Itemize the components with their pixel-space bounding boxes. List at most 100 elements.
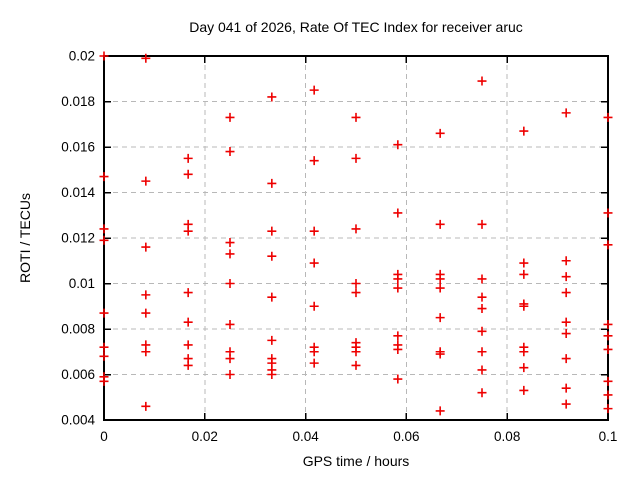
data-point-marker (435, 349, 445, 359)
data-point-marker (267, 335, 277, 345)
data-point-marker (393, 140, 403, 150)
data-point-marker (225, 354, 235, 364)
data-point-marker (519, 385, 529, 395)
chart-title: Day 041 of 2026, Rate Of TEC Index for r… (189, 19, 523, 35)
data-point-marker (519, 363, 529, 373)
data-point-marker (183, 169, 193, 179)
x-tick-label: 0.06 (393, 429, 419, 444)
data-point-marker (393, 283, 403, 293)
y-tick-label: 0.016 (61, 140, 95, 155)
y-tick-label: 0.004 (61, 413, 95, 428)
data-point-marker (603, 344, 613, 354)
data-point-marker (603, 319, 613, 329)
data-point-marker (393, 274, 403, 284)
y-tick-label: 0.01 (69, 276, 95, 291)
data-point-marker (603, 404, 613, 414)
data-point-marker (267, 226, 277, 236)
x-tick-label: 0.08 (494, 429, 520, 444)
data-point-marker (141, 401, 151, 411)
data-point-marker (561, 317, 571, 327)
data-point-marker (435, 128, 445, 138)
data-point-marker (477, 219, 487, 229)
data-point-marker (183, 317, 193, 327)
data-point-marker (519, 347, 529, 357)
data-point-marker (561, 288, 571, 298)
x-tick-label: 0.04 (292, 429, 319, 444)
data-point-marker (351, 288, 361, 298)
data-point-marker (141, 347, 151, 357)
data-point-marker (141, 290, 151, 300)
data-point-marker (99, 376, 109, 386)
data-point-marker (267, 370, 277, 379)
data-point-marker (477, 304, 487, 314)
y-tick-label: 0.008 (61, 322, 95, 337)
data-point-marker (435, 219, 445, 229)
data-point-marker (141, 308, 151, 318)
data-point-marker (393, 208, 403, 218)
y-tick-label: 0.02 (69, 49, 95, 64)
data-point-marker (309, 358, 319, 368)
data-point-marker (561, 329, 571, 339)
data-point-marker (99, 51, 109, 61)
data-point-marker (183, 360, 193, 370)
data-point-marker (309, 85, 319, 95)
data-point-marker (519, 126, 529, 136)
data-points (99, 51, 613, 416)
x-axis-label: GPS time / hours (302, 453, 410, 469)
data-point-marker (225, 249, 235, 259)
data-point-marker (351, 224, 361, 234)
data-point-marker (225, 238, 235, 248)
data-point-marker (603, 112, 613, 122)
data-point-marker (309, 226, 319, 236)
data-point-marker (393, 331, 403, 341)
data-point-marker (477, 292, 487, 302)
y-tick-label: 0.012 (61, 231, 95, 246)
data-point-marker (477, 347, 487, 357)
data-point-marker (309, 156, 319, 166)
data-point-marker (477, 76, 487, 86)
data-point-marker (435, 406, 445, 416)
data-point-marker (519, 258, 529, 268)
data-point-marker (603, 376, 613, 386)
data-point-marker (561, 256, 571, 266)
data-point-marker (141, 242, 151, 252)
data-point-marker (309, 347, 319, 357)
data-point-marker (183, 226, 193, 236)
data-point-marker (393, 374, 403, 384)
data-point-marker (99, 172, 109, 182)
data-point-marker (183, 340, 193, 350)
data-point-marker (519, 301, 529, 311)
data-point-marker (99, 342, 109, 352)
data-point-marker (225, 319, 235, 329)
y-tick-label: 0.014 (61, 185, 95, 200)
data-point-marker (603, 331, 613, 341)
data-point-marker (393, 344, 403, 354)
data-point-marker (225, 370, 235, 379)
data-point-marker (561, 354, 571, 364)
x-tick-label: 0.1 (599, 429, 618, 444)
data-point-marker (435, 313, 445, 323)
data-point-marker (477, 326, 487, 336)
data-point-marker (561, 272, 571, 282)
data-point-marker (141, 53, 151, 63)
data-point-marker (351, 347, 361, 357)
x-tick-label: 0.02 (192, 429, 218, 444)
y-tick-label: 0.018 (61, 94, 95, 109)
data-point-marker (561, 383, 571, 393)
data-point-marker (309, 301, 319, 311)
data-point-marker (351, 153, 361, 163)
data-point-marker (351, 360, 361, 370)
data-point-marker (99, 308, 109, 318)
x-tick-label: 0 (100, 429, 108, 444)
data-point-marker (141, 176, 151, 186)
y-tick-label: 0.006 (61, 367, 95, 382)
data-point-marker (603, 208, 613, 218)
data-point-marker (99, 224, 109, 234)
data-point-marker (561, 399, 571, 409)
data-point-marker (183, 153, 193, 163)
data-point-marker (225, 147, 235, 157)
data-point-marker (99, 235, 109, 245)
data-point-marker (435, 283, 445, 293)
